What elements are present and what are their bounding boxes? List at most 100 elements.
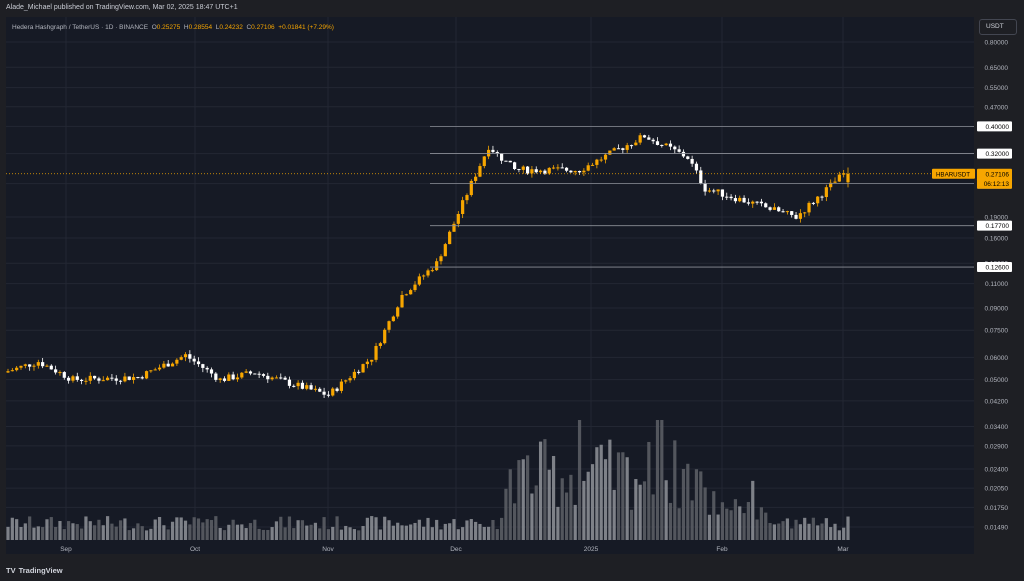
volume-bar — [339, 529, 344, 540]
candle-body — [625, 145, 629, 150]
high-label: H — [183, 24, 189, 31]
volume-bar — [144, 530, 149, 540]
candle-body — [261, 374, 266, 376]
volume-bar — [97, 519, 101, 540]
volume-bar — [322, 517, 326, 540]
candle-body — [127, 376, 131, 380]
candle-body — [768, 207, 772, 210]
candle-body — [131, 377, 136, 380]
volume-bar — [655, 420, 660, 540]
last-price-label: 0.27106 — [986, 171, 1010, 178]
volume-bar — [547, 469, 551, 540]
candle-body — [725, 196, 729, 198]
volume-bar — [456, 529, 460, 540]
volume-bar — [361, 526, 365, 540]
candle-body — [755, 201, 759, 203]
volume-bar — [703, 487, 707, 540]
x-tick-label: Oct — [190, 546, 200, 553]
volume-bar — [23, 523, 27, 540]
candle-body — [153, 369, 157, 371]
volume-bar — [560, 478, 564, 540]
candle-body — [733, 198, 738, 202]
volume-bar — [461, 527, 465, 540]
countdown-label: 06:12:13 — [984, 181, 1010, 188]
candle-body — [15, 367, 19, 371]
volume-bar — [136, 523, 140, 540]
volume-bar — [482, 526, 486, 540]
volume-bar — [287, 516, 292, 540]
candle-body — [188, 354, 192, 359]
key-level-tag — [977, 262, 1012, 273]
candle-body — [218, 378, 222, 380]
volume-bar — [110, 523, 114, 540]
volume-bar — [538, 441, 543, 540]
candle-body — [58, 372, 62, 374]
candle-body — [582, 170, 586, 173]
volume-bar — [131, 528, 136, 540]
key-level-label: 0.40000 — [986, 124, 1010, 131]
volume-bar — [790, 528, 794, 540]
volume-bar — [638, 484, 642, 540]
tradingview-logo[interactable]: TV TradingView — [6, 566, 63, 575]
y-tick-label: 0.07500 — [985, 328, 1009, 335]
volume-bar — [729, 510, 733, 540]
candle-body — [439, 256, 443, 262]
currency-button[interactable]: USDT — [979, 19, 1017, 35]
x-tick-label: Nov — [322, 546, 334, 553]
footer-bar — [0, 562, 1024, 581]
candle-body — [430, 270, 434, 272]
candle-body — [80, 379, 84, 382]
candle-body — [677, 149, 681, 152]
candle-body — [829, 182, 833, 188]
tv-logo-icon: TV — [6, 566, 16, 575]
volume-bar — [430, 527, 434, 540]
volume-bar — [798, 524, 802, 540]
candle-body — [240, 372, 244, 378]
volume-bar — [426, 517, 430, 540]
candle-body — [803, 212, 807, 214]
candle-body — [608, 150, 612, 155]
volume-bar — [28, 516, 32, 540]
candle-body — [417, 276, 421, 285]
candle-body — [716, 189, 720, 192]
x-tick-label: 2025 — [584, 546, 599, 553]
candle-body — [396, 307, 400, 317]
candle-body — [409, 290, 413, 295]
candle-body — [54, 369, 58, 373]
y-tick-label: 0.04200 — [985, 398, 1009, 405]
volume-bar — [846, 516, 850, 540]
x-tick-label: Dec — [450, 546, 462, 553]
candle-body — [287, 379, 292, 386]
volume-bar — [478, 523, 482, 540]
candle-body — [811, 202, 815, 204]
candle-body — [231, 374, 235, 380]
volume-bar — [543, 439, 547, 540]
volume-bar — [742, 513, 746, 540]
volume-bar — [500, 517, 504, 540]
volume-bar — [738, 506, 742, 540]
candle-body — [175, 359, 179, 364]
volume-bar — [67, 521, 71, 540]
candle-body — [551, 167, 556, 169]
candle-body — [23, 364, 27, 366]
volume-bar — [80, 528, 84, 540]
volume-bar — [123, 518, 127, 540]
volume-bar — [569, 474, 573, 540]
volume-bar — [781, 521, 785, 540]
candle-body — [781, 211, 785, 213]
candle-body — [651, 139, 655, 142]
candle-body — [110, 377, 114, 379]
volume-bar — [231, 519, 235, 540]
candle-body — [534, 169, 538, 173]
candle-body — [707, 190, 712, 192]
candle-body — [105, 377, 110, 381]
volume-bar — [118, 520, 123, 540]
volume-bar — [816, 525, 820, 540]
candle-body — [92, 375, 97, 379]
volume-bar — [829, 527, 833, 540]
volume-bar — [491, 519, 495, 540]
candle-body — [508, 160, 512, 163]
volume-bar — [448, 523, 452, 540]
volume-bar — [404, 525, 408, 540]
